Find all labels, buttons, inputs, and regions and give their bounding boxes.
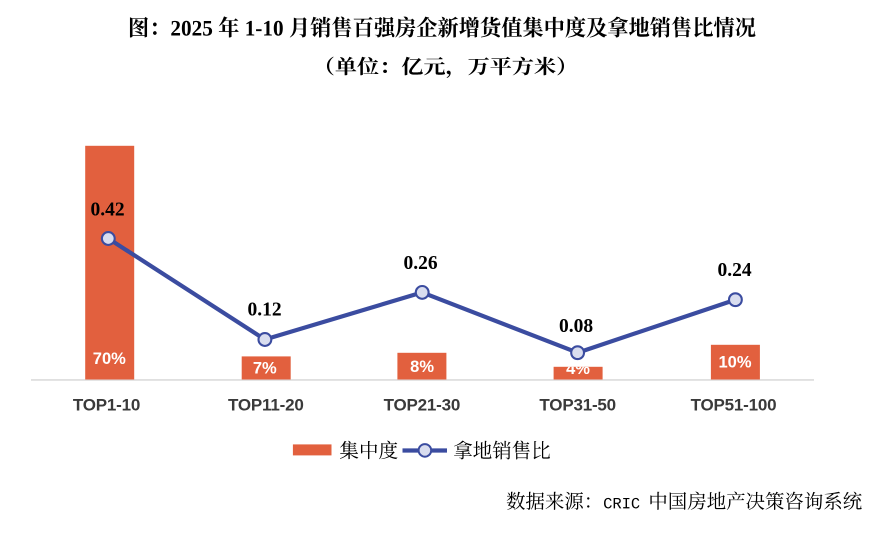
svg-text:10%: 10% <box>718 354 751 372</box>
svg-text:TOP31-50: TOP31-50 <box>539 395 616 414</box>
svg-text:0.12: 0.12 <box>247 300 281 321</box>
svg-text:0.08: 0.08 <box>559 316 593 337</box>
svg-text:0.26: 0.26 <box>404 253 438 274</box>
svg-text:7%: 7% <box>253 359 277 377</box>
svg-text:4%: 4% <box>566 360 590 378</box>
svg-text:TOP11-20: TOP11-20 <box>228 395 304 414</box>
svg-text:0.24: 0.24 <box>717 260 751 281</box>
svg-text:TOP51-100: TOP51-100 <box>691 395 777 414</box>
svg-text:TOP21-30: TOP21-30 <box>384 395 461 414</box>
svg-text:0.42: 0.42 <box>90 200 124 221</box>
svg-text:TOP1-10: TOP1-10 <box>73 395 140 414</box>
svg-text:8%: 8% <box>410 358 434 376</box>
svg-text:70%: 70% <box>93 350 126 368</box>
